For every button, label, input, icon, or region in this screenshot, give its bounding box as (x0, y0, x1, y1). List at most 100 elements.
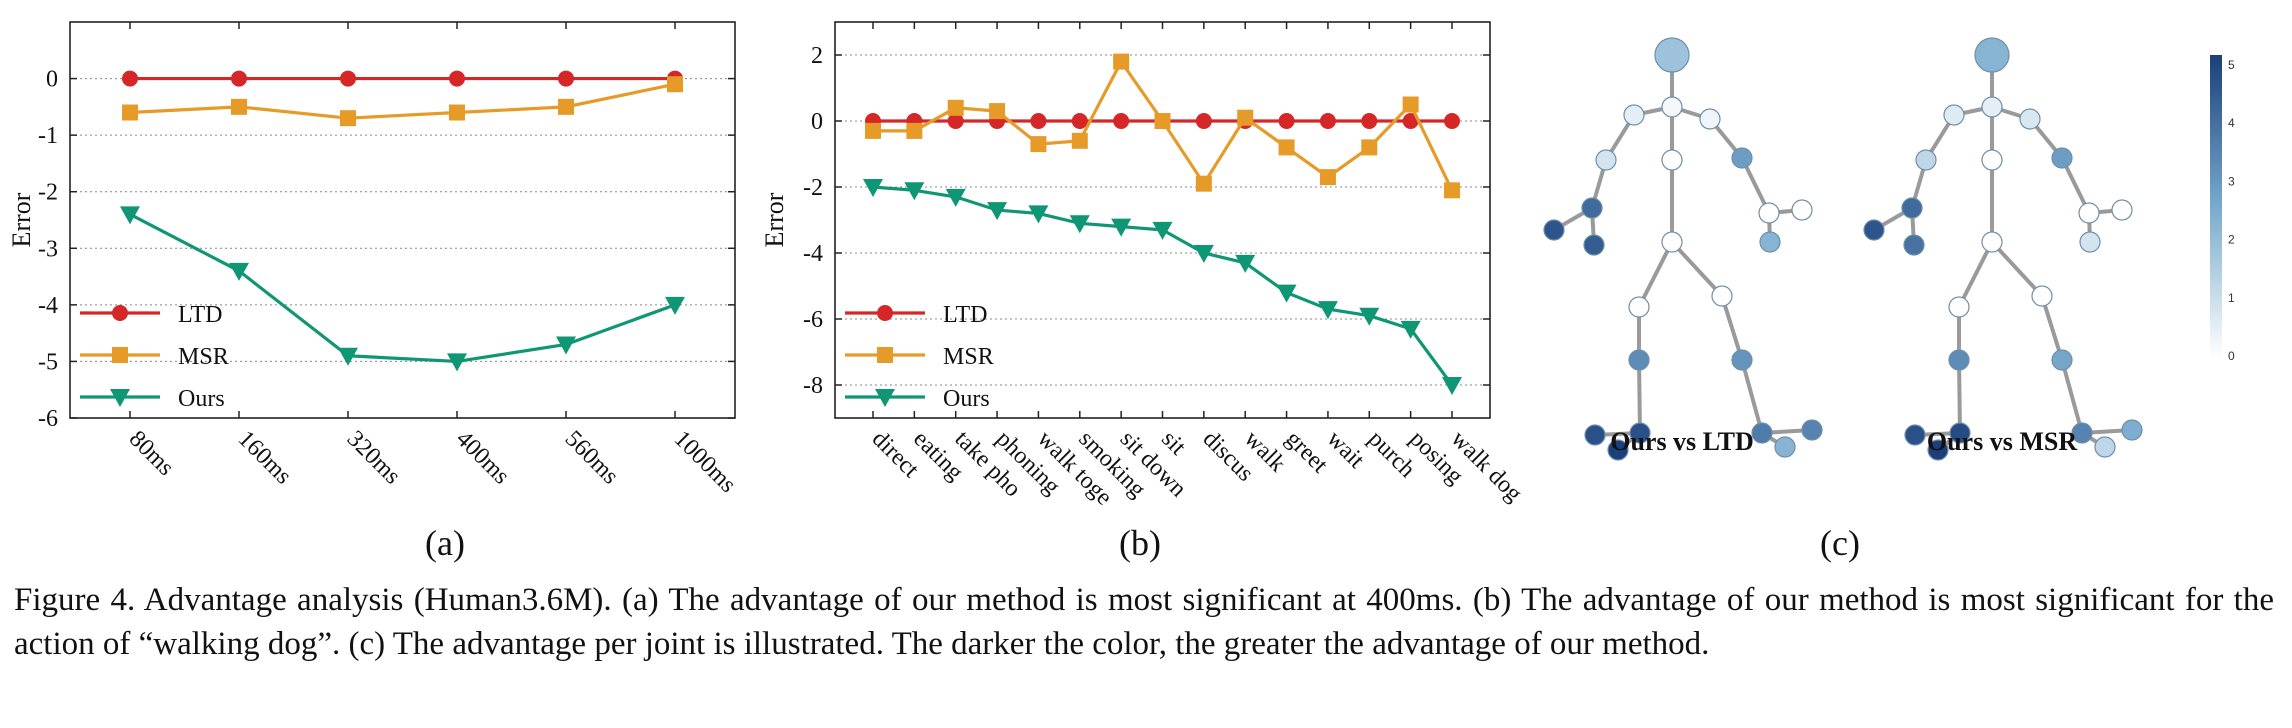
data-point-ours (556, 336, 576, 355)
skeleton-joint (2121, 419, 2143, 441)
skeleton-joint (1581, 197, 1603, 219)
x-tick-label: wait (1322, 426, 1370, 474)
data-point-ltd (1113, 113, 1130, 129)
skeleton-joint (1759, 231, 1781, 253)
skeleton-joint (1607, 439, 1629, 461)
x-tick-label: 400ms (451, 426, 515, 490)
data-point-msr (1444, 182, 1460, 199)
skeleton-bone (1637, 359, 1642, 434)
legend-marker (875, 389, 895, 407)
skeleton-joint (1758, 202, 1780, 224)
data-point-ours (229, 262, 249, 281)
skeleton-joint (1904, 424, 1926, 446)
data-point-ours (1069, 215, 1090, 234)
data-point-msr (1030, 136, 1047, 153)
data-point-ltd (1071, 113, 1088, 129)
data-point-ours (1111, 218, 1132, 237)
skeleton-joint (1801, 419, 1823, 441)
x-tick-label: purch (1363, 426, 1420, 483)
data-point-msr (947, 99, 964, 116)
data-point-msr (231, 98, 247, 115)
y-tick-label: -6 (803, 307, 823, 333)
y-tick-label: 0 (46, 67, 58, 93)
x-tick-label: 160ms (233, 426, 297, 490)
y-tick-label: -5 (38, 349, 58, 375)
data-point-msr (1237, 109, 1254, 126)
skeleton-joint (2071, 422, 2093, 444)
skeleton-joint (1543, 219, 1565, 241)
legend-label: LTD (943, 302, 987, 328)
legend-label: Ours (943, 386, 990, 412)
x-tick-label: 1000ms (669, 426, 741, 498)
skeleton-joint (2051, 147, 2073, 169)
y-axis-label: Error (760, 192, 789, 247)
data-point-msr (1113, 53, 1130, 70)
y-tick-label: -4 (38, 293, 58, 319)
skeleton-bone (1720, 295, 1744, 361)
data-point-ours (1400, 320, 1421, 339)
skeleton-joint (1628, 349, 1650, 371)
data-point-ours (1028, 205, 1049, 224)
legend-marker (112, 305, 128, 321)
skeleton-bone (1990, 240, 2044, 298)
data-point-ltd (1444, 113, 1460, 129)
skeleton-joint (1974, 37, 2010, 73)
plot-frame (69, 21, 736, 419)
skeleton-panel: (c) Ours vs LTD Ours vs MSR 5 4 3 2 1 0 (1543, 37, 2235, 563)
data-point-msr (667, 76, 683, 93)
skeleton-joint (1731, 349, 1753, 371)
data-point-msr (1195, 175, 1212, 192)
data-point-ours (447, 353, 467, 372)
series-line-ours (129, 212, 676, 364)
x-tick-label: 560ms (560, 426, 624, 490)
skeleton-title: Ours vs LTD (1610, 427, 1754, 456)
legend-marker (877, 347, 893, 363)
data-point-msr (1154, 113, 1171, 129)
legend-label: LTD (178, 302, 222, 328)
data-point-ltd (231, 70, 247, 87)
skeleton-joint (2094, 436, 2116, 458)
data-point-msr (558, 98, 574, 115)
y-tick-label: 2 (811, 43, 823, 69)
skeleton-joint (2019, 108, 2041, 130)
skeleton-joint (1751, 422, 1773, 444)
skeleton-joint (1981, 231, 2003, 253)
skeleton-bone (1637, 241, 1674, 308)
skeleton-joint (1629, 422, 1651, 444)
data-point-msr (1319, 169, 1336, 186)
x-tick-label: 80ms (124, 426, 179, 481)
data-point-msr (906, 122, 923, 139)
y-axis-label: Error (7, 192, 36, 247)
legend-marker (110, 389, 130, 407)
data-point-ltd (122, 70, 138, 87)
colorbar-tick-label: 3 (2228, 174, 2235, 188)
series-line-msr (129, 82, 676, 120)
data-point-msr (1071, 132, 1088, 149)
data-point-msr (1278, 139, 1295, 156)
y-tick-label: -6 (38, 406, 58, 432)
data-point-ours (1193, 245, 1214, 263)
skeleton-joint (2079, 231, 2101, 253)
skeleton-bone (1957, 359, 1962, 434)
skeleton-joint (2111, 199, 2133, 221)
skeleton-ours-vs-ltd: Ours vs LTD (1543, 37, 1823, 461)
data-point-ours (904, 182, 925, 201)
data-point-ltd (449, 70, 465, 87)
skeleton-joint (1774, 436, 1796, 458)
skeleton-bone (2060, 359, 2084, 434)
colorbar-tick-label: 2 (2228, 233, 2235, 247)
data-point-ours (1442, 377, 1462, 395)
skeleton-joint (1791, 199, 1813, 221)
skeleton-ours-vs-msr: Ours vs MSR (1863, 37, 2143, 461)
data-point-ltd (947, 113, 964, 129)
data-point-ours (945, 188, 966, 207)
data-point-msr (449, 104, 465, 121)
y-tick-label: -4 (803, 241, 823, 267)
y-tick-label: -2 (38, 180, 58, 206)
panel-label-c: (c) (1820, 523, 1860, 563)
skeleton-joint (1949, 422, 1971, 444)
data-point-ours (863, 179, 883, 197)
data-point-msr (989, 103, 1006, 120)
